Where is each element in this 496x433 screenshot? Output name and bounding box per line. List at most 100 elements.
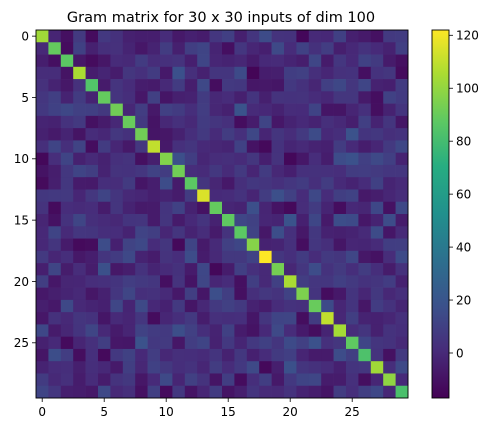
heatmap-cell <box>284 128 297 141</box>
heatmap-cell <box>308 128 322 141</box>
heatmap-cell <box>333 336 347 350</box>
heatmap-cell <box>60 263 74 276</box>
heatmap-cell <box>197 348 210 362</box>
heatmap-cell <box>172 373 186 387</box>
heatmap-cell <box>321 263 334 276</box>
heatmap-cell <box>346 275 359 288</box>
heatmap-cell <box>234 140 248 154</box>
heatmap-cell <box>122 128 136 141</box>
heatmap-cell <box>36 66 49 80</box>
heatmap-cell <box>333 324 347 338</box>
heatmap-cell <box>135 299 148 313</box>
heatmap-cell <box>370 238 384 252</box>
heatmap-cell <box>110 128 124 141</box>
heatmap-cell <box>110 348 124 362</box>
heatmap-cell <box>271 214 285 227</box>
heatmap-cell <box>60 373 74 387</box>
heatmap-cell <box>184 214 198 227</box>
heatmap-cell <box>259 189 272 203</box>
heatmap-cell <box>370 312 384 325</box>
heatmap-cell <box>85 275 99 288</box>
heatmap-cell <box>234 275 248 288</box>
heatmap-cell <box>122 275 136 288</box>
heatmap-cell <box>184 385 198 399</box>
heatmap-cell <box>395 189 409 203</box>
heatmap-cell <box>333 238 347 252</box>
heatmap-cell <box>383 79 396 92</box>
heatmap-cell <box>122 140 136 154</box>
heatmap-cell <box>321 140 334 154</box>
heatmap-cell <box>172 324 186 338</box>
x-axis: 0 5 10 15 20 25 <box>38 398 360 419</box>
heatmap-cell <box>184 164 198 178</box>
heatmap-cell <box>122 238 136 252</box>
heatmap-cell <box>209 226 223 239</box>
y-tick-label: 15 <box>14 213 29 227</box>
heatmap-cell <box>346 250 359 264</box>
heatmap-cell <box>73 79 86 92</box>
heatmap-cell <box>333 177 347 190</box>
heatmap-cell <box>321 324 334 338</box>
heatmap-cell <box>284 189 297 203</box>
heatmap-cell <box>395 299 409 313</box>
x-tick-label: 0 <box>38 405 46 419</box>
heatmap-cell <box>271 275 285 288</box>
heatmap-cell <box>234 250 248 264</box>
heatmap-cell <box>358 177 372 190</box>
heatmap-cell <box>259 164 272 178</box>
heatmap-cell <box>358 42 372 55</box>
heatmap-cell <box>308 91 322 104</box>
heatmap-cell <box>234 238 248 252</box>
heatmap-cell <box>60 275 74 288</box>
y-tick-label: 5 <box>21 91 29 105</box>
heatmap-cell <box>172 42 186 55</box>
heatmap <box>36 30 409 399</box>
heatmap-cell <box>197 115 210 129</box>
heatmap-cell <box>246 42 260 55</box>
heatmap-cell <box>172 115 186 129</box>
heatmap-cell <box>98 214 111 227</box>
heatmap-cell <box>110 177 124 190</box>
heatmap-cell <box>296 263 310 276</box>
heatmap-cell <box>358 275 372 288</box>
heatmap-cell <box>98 152 111 166</box>
heatmap-cell <box>296 54 310 68</box>
heatmap-cell <box>271 299 285 313</box>
heatmap-cell <box>259 91 272 104</box>
heatmap-cell <box>110 201 124 215</box>
heatmap-cell <box>395 250 409 264</box>
heatmap-cell <box>234 66 248 80</box>
heatmap-cell <box>346 299 359 313</box>
heatmap-cell <box>358 140 372 154</box>
heatmap-cell <box>48 128 62 141</box>
heatmap-cell <box>321 128 334 141</box>
heatmap-cell <box>147 373 161 387</box>
heatmap-cell <box>383 189 396 203</box>
heatmap-cell <box>395 115 409 129</box>
heatmap-cell <box>246 226 260 239</box>
heatmap-cell <box>308 324 322 338</box>
heatmap-cell <box>222 91 235 104</box>
heatmap-cell <box>135 189 148 203</box>
heatmap-cell <box>98 201 111 215</box>
heatmap-cell <box>36 164 49 178</box>
x-tick-label: 10 <box>159 405 174 419</box>
heatmap-cell <box>60 299 74 313</box>
heatmap-cell <box>197 275 210 288</box>
heatmap-cell <box>259 30 272 43</box>
heatmap-cell <box>36 30 49 43</box>
heatmap-cell <box>98 164 111 178</box>
heatmap-cell <box>308 361 322 374</box>
heatmap-cell <box>122 177 136 190</box>
heatmap-cell <box>284 66 297 80</box>
heatmap-cell <box>60 66 74 80</box>
heatmap-cell <box>259 299 272 313</box>
x-tick-label: 25 <box>345 405 360 419</box>
heatmap-cell <box>209 238 223 252</box>
heatmap-cell <box>147 263 161 276</box>
heatmap-cell <box>296 103 310 117</box>
heatmap-cell <box>147 30 161 43</box>
heatmap-cell <box>395 54 409 68</box>
heatmap-cell <box>383 373 396 387</box>
heatmap-cell <box>284 250 297 264</box>
